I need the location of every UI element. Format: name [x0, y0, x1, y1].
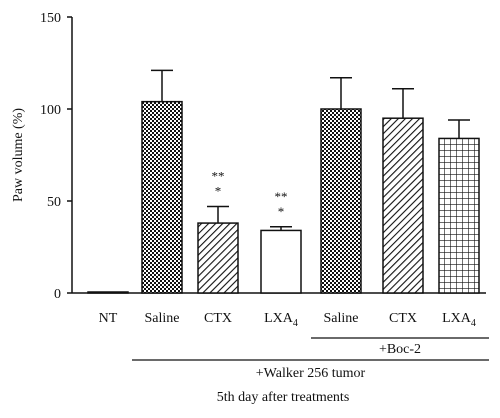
x-tick-label: Saline: [145, 311, 180, 326]
y-axis-title: Paw volume (%): [11, 108, 26, 202]
footer-label: 5th day after treatments: [217, 390, 350, 405]
y-ticks: 0 50 100 150: [40, 11, 72, 302]
x-tick-label: CTX: [204, 311, 232, 326]
bars: [87, 100, 480, 294]
x-tick-label: LXA4: [442, 311, 476, 329]
significance-marker: **: [212, 169, 225, 184]
significance-marker: **: [275, 189, 288, 204]
x-tick-label: NT: [99, 311, 118, 326]
bar-0: [87, 291, 129, 294]
bar-3: [260, 229, 302, 294]
significance-markers: *** ***: [212, 169, 288, 219]
x-tick-label: Saline: [324, 311, 359, 326]
y-tick-label: 0: [54, 287, 61, 302]
significance-marker: *: [278, 204, 285, 219]
group-brackets: +Boc-2 +Walker 256 tumor: [132, 337, 489, 381]
group-bracket-label: +Boc-2: [379, 342, 421, 357]
group-bracket-label: +Walker 256 tumor: [256, 366, 366, 381]
error-bars: [151, 69, 470, 231]
significance-marker: *: [215, 184, 222, 199]
x-tick-labels: NT Saline CTX LXA4 Saline CTX LXA4: [99, 311, 476, 329]
y-tick-label: 100: [40, 103, 61, 118]
bar-1: [141, 100, 183, 294]
bar-4: [320, 108, 362, 294]
x-tick-label: LXA4: [264, 311, 298, 329]
y-tick-label: 50: [47, 195, 61, 210]
y-tick-label: 150: [40, 11, 61, 26]
x-tick-label: CTX: [389, 311, 417, 326]
bar-5: [382, 117, 424, 294]
bar-2: [197, 222, 239, 294]
bar-6: [438, 137, 480, 294]
